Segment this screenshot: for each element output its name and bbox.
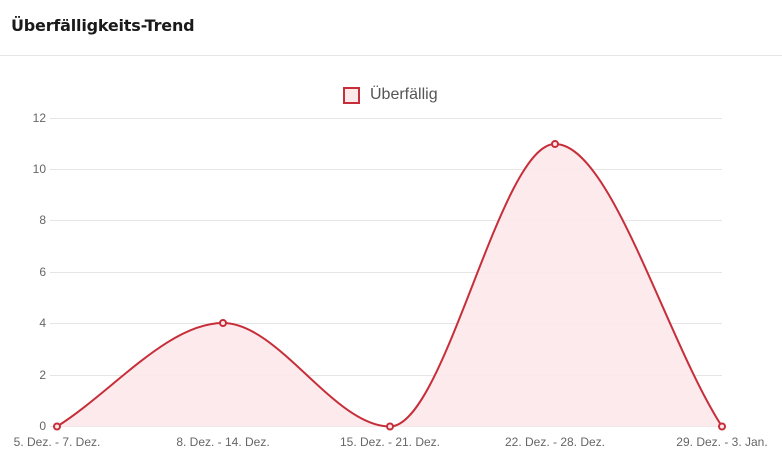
y-tick: 2 [39, 368, 46, 382]
y-tick: 4 [39, 316, 46, 330]
legend-swatch [343, 86, 360, 104]
data-point[interactable] [53, 422, 61, 431]
x-axis-labels: 5. Dez. - 7. Dez. 8. Dez. - 14. Dez. 15.… [14, 435, 768, 449]
x-tick: 8. Dez. - 14. Dez. [176, 435, 269, 449]
y-tick: 0 [39, 419, 46, 433]
data-point[interactable] [718, 422, 726, 431]
x-tick: 29. Dez. - 3. Jan. [676, 435, 767, 449]
y-tick: 12 [33, 111, 47, 125]
y-axis-labels: 0 2 4 6 8 10 12 [33, 111, 47, 433]
data-point[interactable] [219, 319, 227, 327]
card-header: Überfälligkeits-Trend [0, 0, 782, 56]
legend-label: Überfällig [370, 86, 438, 103]
data-points [53, 140, 726, 431]
area-fill [57, 144, 722, 427]
legend-item-ueberfaellig[interactable]: Überfällig [343, 86, 438, 104]
x-tick: 22. Dez. - 28. Dez. [505, 435, 605, 449]
chart-title: Überfälligkeits-Trend [11, 16, 195, 35]
series-line [56, 142, 723, 428]
data-point[interactable] [386, 422, 394, 431]
y-tick: 8 [39, 213, 46, 227]
data-point[interactable] [551, 140, 559, 148]
y-tick: 6 [39, 265, 46, 279]
x-tick: 15. Dez. - 21. Dez. [340, 435, 440, 449]
y-tick: 10 [33, 162, 47, 176]
x-tick: 5. Dez. - 7. Dez. [14, 435, 101, 449]
